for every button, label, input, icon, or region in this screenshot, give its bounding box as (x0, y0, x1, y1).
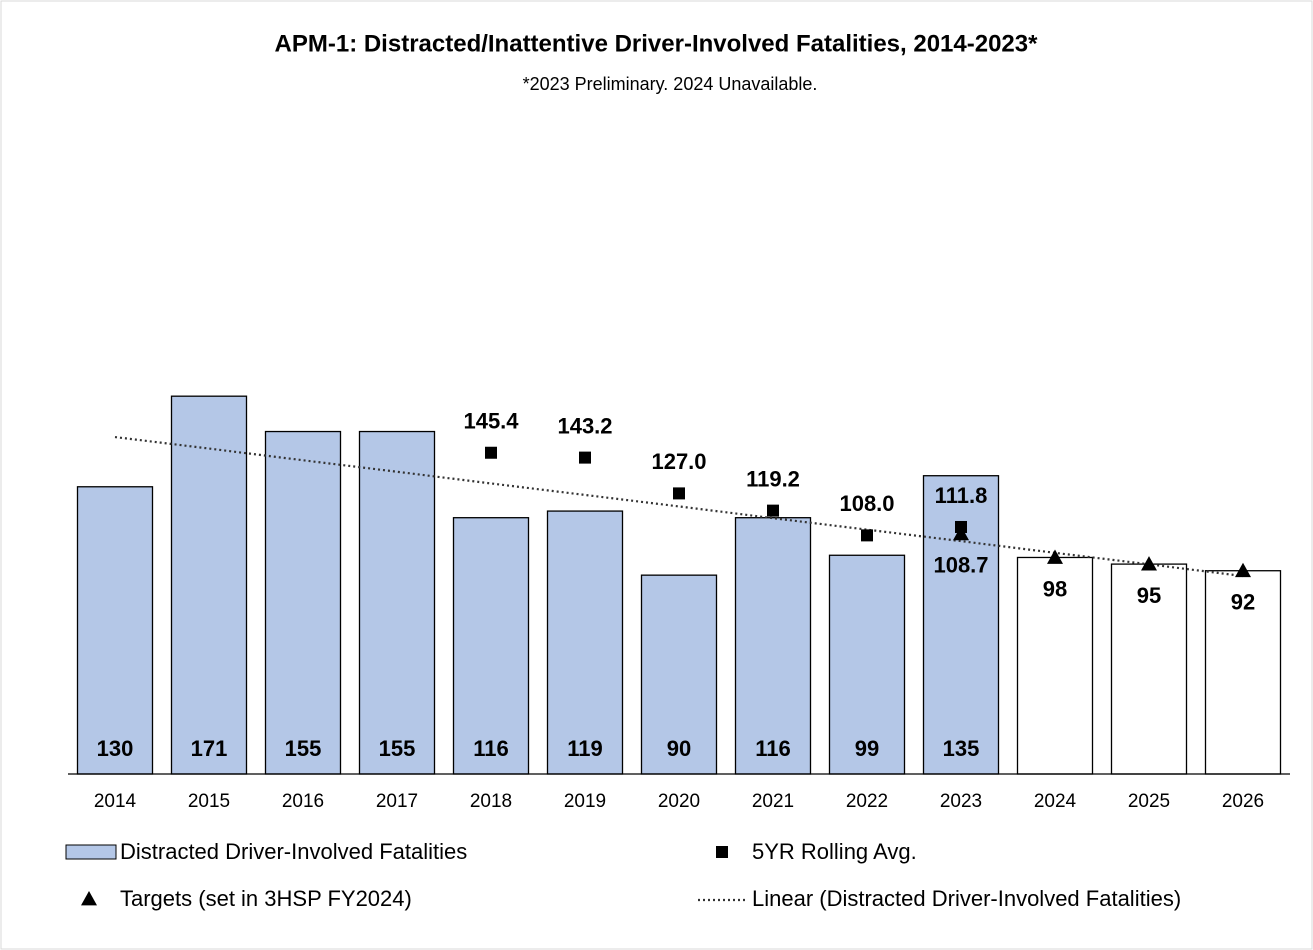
rolling-avg-label: 145.4 (463, 409, 519, 434)
x-tick-label: 2022 (846, 791, 888, 812)
bar-label: 119 (567, 736, 603, 761)
bar (76, 486, 154, 775)
rolling-avg-marker (673, 487, 685, 500)
x-tick-label: 2017 (376, 791, 418, 812)
bar (828, 554, 906, 775)
bar-label: 155 (379, 736, 416, 761)
bar (170, 395, 248, 775)
rolling-avg-marker (861, 529, 873, 542)
x-tick-label: 2025 (1128, 791, 1170, 812)
legend-swatch (716, 846, 728, 858)
bar (922, 475, 1000, 775)
target-label: 95 (1137, 583, 1161, 608)
legend-label: 5YR Rolling Avg. (752, 839, 917, 864)
x-tick-label: 2019 (564, 791, 606, 812)
bar-label: 171 (191, 736, 228, 761)
target-label: 98 (1043, 576, 1067, 601)
x-tick-label: 2020 (658, 791, 700, 812)
bar-label: 90 (667, 736, 691, 761)
bar-label: 135 (943, 736, 980, 761)
rolling-avg-marker (579, 451, 591, 464)
rolling-avg-marker (485, 446, 497, 459)
bar-label: 116 (755, 736, 791, 761)
rolling-avg-label: 127.0 (651, 449, 706, 474)
rolling-avg-label: 111.8 (935, 483, 988, 508)
x-tick-label: 2018 (470, 791, 512, 812)
chart-subtitle: *2023 Preliminary. 2024 Unavailable. (523, 74, 818, 94)
bar (358, 430, 436, 775)
rolling-avg-label: 119.2 (746, 466, 800, 491)
target-label: 108.7 (933, 553, 988, 578)
x-tick-label: 2024 (1034, 791, 1077, 812)
bar-label: 155 (285, 736, 322, 761)
bar (264, 430, 342, 775)
x-tick-label: 2015 (188, 791, 230, 812)
x-tick-label: 2014 (94, 791, 137, 812)
target-marker (1047, 549, 1063, 564)
bar (452, 517, 530, 775)
target-label: 92 (1231, 590, 1255, 615)
rolling-avg-label: 108.0 (839, 491, 894, 516)
target-marker (1235, 562, 1251, 578)
rolling-avg-marker (767, 504, 779, 517)
target-marker (953, 525, 969, 541)
bar-label: 116 (473, 736, 509, 761)
target-marker (1141, 556, 1157, 571)
x-tick-label: 2016 (282, 791, 324, 812)
rolling-avg-label: 143.2 (557, 413, 612, 438)
x-tick-label: 2023 (940, 791, 982, 812)
x-tick-label: 2021 (752, 791, 794, 812)
legend-label: Targets (set in 3HSP FY2024) (120, 886, 412, 911)
legend-swatch (81, 891, 97, 906)
bar-label: 130 (97, 736, 134, 761)
bar (734, 517, 812, 775)
x-tick-label: 2026 (1222, 791, 1264, 812)
legend-swatch (65, 844, 117, 860)
bar (546, 510, 624, 775)
legend-label: Distracted Driver-Involved Fatalities (120, 839, 467, 864)
chart-title: APM-1: Distracted/Inattentive Driver-Inv… (275, 30, 1039, 57)
target-bar (1110, 563, 1188, 775)
legend-label: Linear (Distracted Driver-Involved Fatal… (752, 886, 1181, 911)
bar (640, 574, 718, 775)
bar-label: 99 (855, 736, 879, 761)
